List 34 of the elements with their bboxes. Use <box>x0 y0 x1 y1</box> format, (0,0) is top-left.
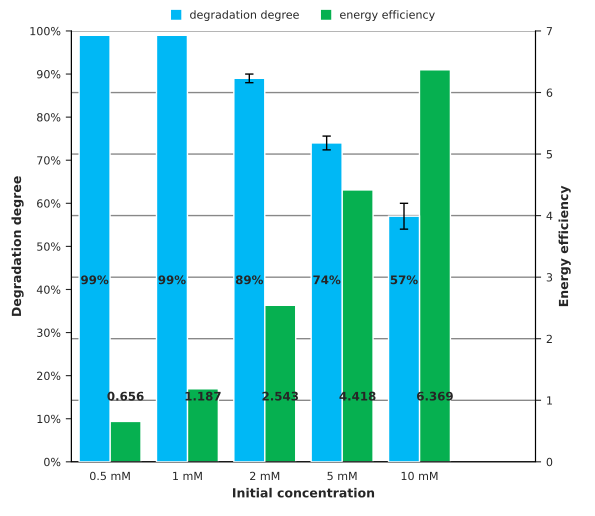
y-tick-label: 90% <box>36 70 60 78</box>
data-label: 74% <box>313 275 340 284</box>
y-tick-label: 20% <box>37 372 60 380</box>
x-tick-label: 1 mM <box>173 472 202 480</box>
y2-tick-label: 1 <box>547 396 552 404</box>
x-axis-title: Initial concentration <box>233 488 374 498</box>
y2-tick-label: 0 <box>546 458 552 466</box>
data-label: 99% <box>158 275 186 284</box>
y2-tick-label: 7 <box>546 27 552 36</box>
x-tick-label: 5 mM <box>327 472 357 480</box>
y2-tick-label: 5 <box>546 150 552 158</box>
data-label: 89% <box>236 275 264 284</box>
x-tick-label: 0.5 mM <box>90 472 130 480</box>
y-axis-title: Degradation degree <box>11 176 24 316</box>
x-tick-label: 2 mM <box>250 472 280 480</box>
y2-axis-title: Energy efficiency <box>558 186 571 306</box>
y-tick-label: 80% <box>37 113 60 122</box>
y-tick-label: 40% <box>36 285 60 294</box>
y2-tick-label: 3 <box>546 273 552 282</box>
y-tick-label: 70% <box>37 156 60 165</box>
y-tick-label: 60% <box>37 199 60 208</box>
y2-tick-label: 2 <box>546 334 552 343</box>
y-tick-label: 30% <box>37 328 60 337</box>
y-tick-label: 10% <box>38 414 60 424</box>
y2-tick-label: 6 <box>546 88 552 97</box>
y2-tick-label: 4 <box>546 212 552 220</box>
x-tick-label: 10 mM <box>402 472 438 480</box>
data-label: 99% <box>81 275 108 284</box>
data-label: 57% <box>390 275 418 284</box>
legend-label: degradation degree <box>190 10 299 21</box>
y-tick-label: 100% <box>30 26 60 36</box>
legend-label: energy efficiency <box>340 10 435 21</box>
y-tick-label: 50% <box>37 242 60 251</box>
y-tick-label: 0% <box>44 458 60 466</box>
